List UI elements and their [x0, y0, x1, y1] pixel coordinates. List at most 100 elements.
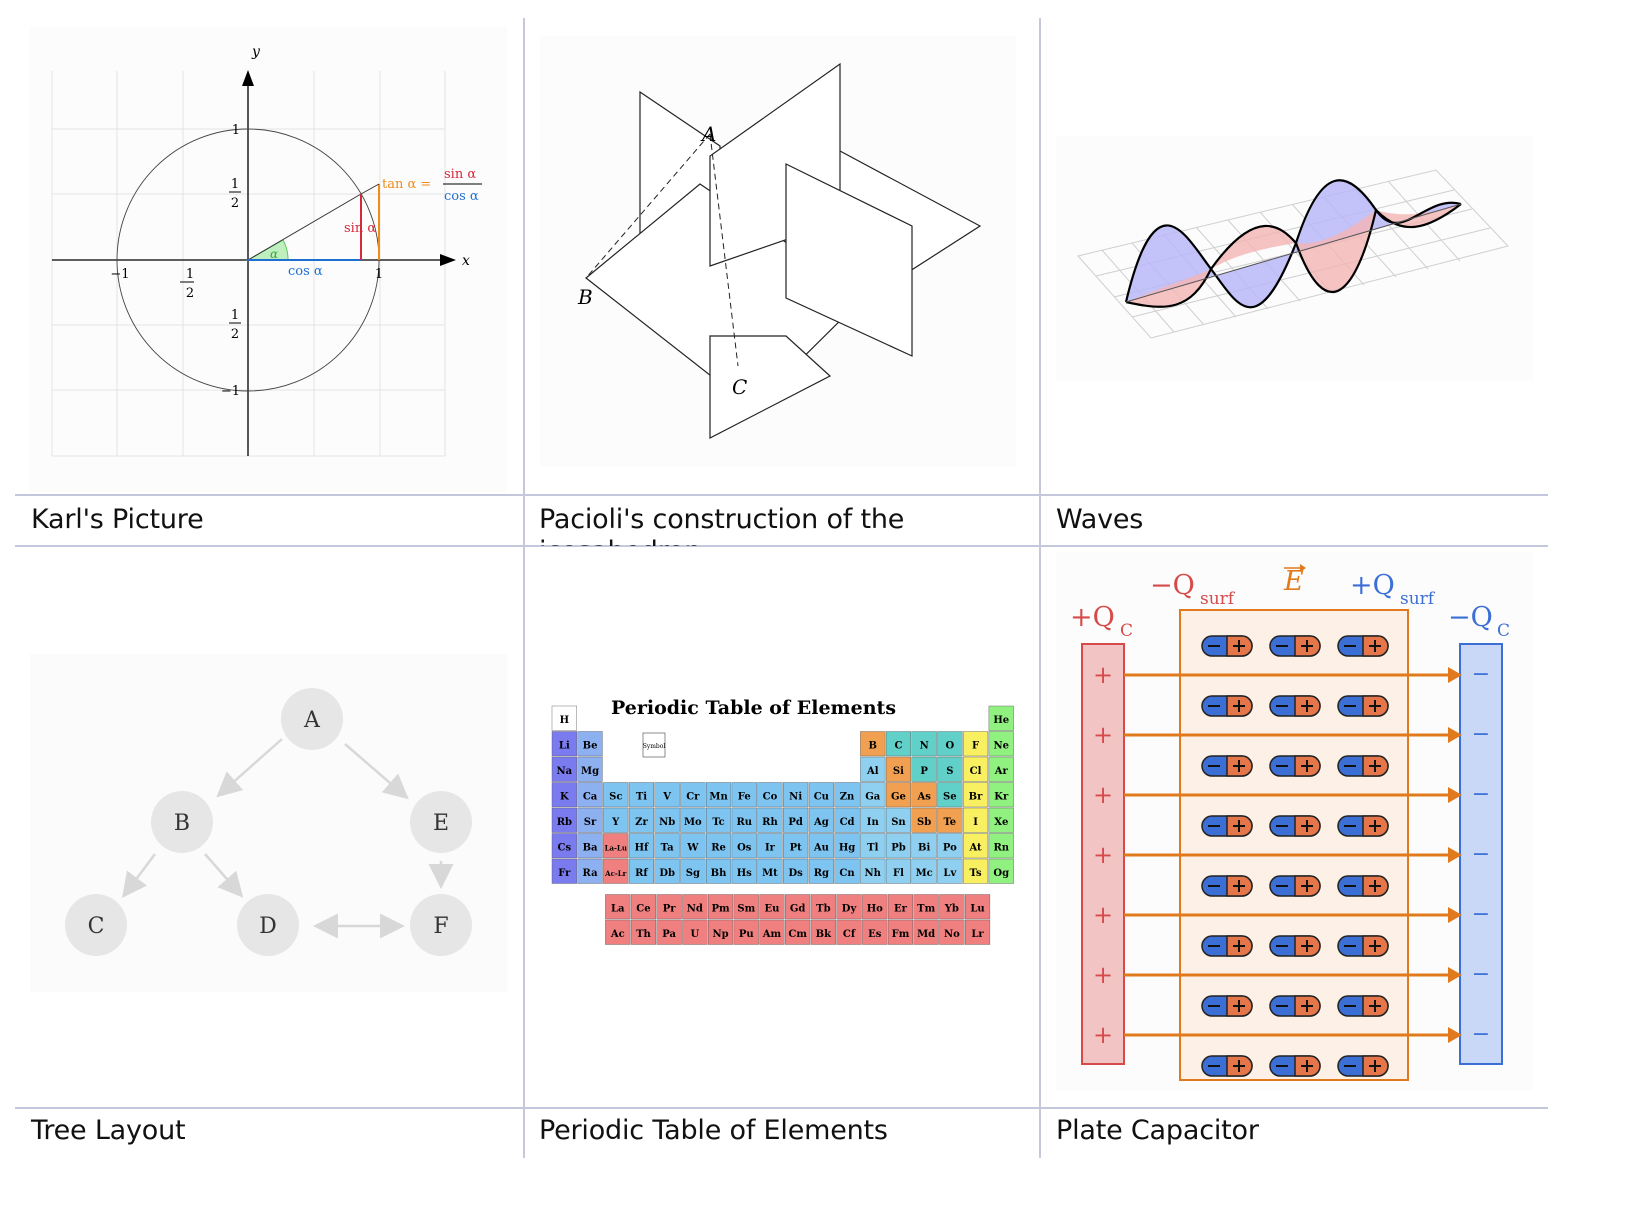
icosahedron-planes-diagram: A B C — [577, 62, 982, 439]
element-cell — [577, 756, 603, 782]
element-cell — [808, 858, 834, 884]
tree-node-label: C — [88, 914, 105, 939]
caption-periodic-table: Periodic Table of Elements — [539, 1115, 888, 1146]
plate-plus-sign: + — [1093, 781, 1113, 809]
element-symbol: Rn — [993, 842, 1009, 853]
element-cell — [603, 782, 629, 808]
gallery-item-periodic-table[interactable]: Periodic Table of Elements H He Li Be B C N O F N… — [525, 547, 1039, 1159]
plate-capacitor-thumbnail[interactable]: + − + − + − + − + − + − + − +Q C −Q surf E +Q surf −Q… — [1056, 552, 1533, 1090]
element-symbol: Al — [866, 766, 879, 777]
karls-picture-thumbnail[interactable]: y x 1 −1 1 −1 1 2 1 2 1 2 α cos α sin α … — [30, 26, 507, 492]
tick-label: 1 — [231, 308, 239, 323]
element-symbol: Md — [917, 929, 935, 940]
element-cell — [603, 833, 629, 859]
plate-minus-sign: − — [1472, 962, 1490, 987]
caption-pacioli: Pacioli's construction of the icosahedro… — [539, 504, 905, 546]
tan-fraction-num: sin α — [444, 167, 476, 182]
element-cell — [603, 807, 629, 833]
field-arrowhead — [1448, 787, 1462, 803]
element-symbol: Ir — [765, 842, 776, 853]
periodic-table-thumbnail[interactable]: Periodic Table of Elements H He Li Be B C N O F N… — [545, 690, 1017, 958]
element-cell — [630, 894, 656, 920]
element-cell — [988, 807, 1014, 833]
gallery-item-pacioli[interactable]: A B C Pacioli's construction of the icos… — [525, 18, 1039, 546]
element-cell — [656, 919, 682, 945]
gallery-item-tree-layout[interactable]: A B E C D F Tree Layout — [15, 547, 523, 1159]
element-cell — [551, 705, 577, 731]
element-cell — [577, 731, 603, 757]
tick-label: 2 — [231, 327, 239, 342]
element-cell — [963, 858, 989, 884]
element-cell — [860, 731, 886, 757]
cos-label: cos α — [288, 264, 323, 279]
element-cell — [705, 833, 732, 859]
element-cell — [939, 919, 965, 945]
periodic-table-graphic: Periodic Table of Elements H He Li Be B C N O F N… — [551, 697, 1014, 945]
tree-graph: A B E C D F — [65, 688, 472, 956]
caption-karls-picture: Karl's Picture — [31, 504, 204, 535]
element-symbol: Sg — [686, 868, 700, 879]
element-symbol: Tm — [917, 903, 935, 914]
element-cell — [911, 731, 937, 757]
unit-circle-diagram: y x 1 −1 1 −1 1 2 1 2 1 2 α cos α sin α … — [51, 44, 482, 457]
element-symbol: Cd — [840, 817, 855, 828]
gallery-item-waves[interactable]: Waves — [1041, 18, 1548, 546]
element-cell — [603, 858, 629, 884]
gallery-item-plate-capacitor[interactable]: + − + − + − + − + − + − + − +Q C −Q surf E +Q surf −Q… — [1041, 547, 1548, 1159]
waves-thumbnail[interactable] — [1056, 136, 1533, 381]
element-symbol: At — [968, 842, 982, 853]
tick-label: 1 — [186, 267, 194, 282]
element-symbol: K — [560, 791, 569, 802]
element-cell — [836, 919, 862, 945]
element-symbol: Og — [993, 868, 1009, 879]
y-axis-label: y — [251, 44, 261, 60]
plate-plus-sign: + — [1093, 661, 1113, 689]
element-symbol: P — [920, 766, 928, 777]
pacioli-thumbnail[interactable]: A B C — [540, 36, 1016, 466]
right-charge-sub: C — [1497, 621, 1510, 641]
surface-pos-label: +Q — [1350, 570, 1395, 601]
element-cell — [862, 919, 888, 945]
tree-node-label: F — [433, 914, 448, 939]
sin-label: sin α — [344, 221, 376, 236]
element-cell — [937, 833, 963, 859]
element-symbol: Ge — [891, 791, 906, 802]
element-cell — [680, 858, 706, 884]
element-symbol: Lv — [943, 868, 957, 879]
element-symbol: Es — [868, 929, 882, 940]
plate-minus-sign: − — [1472, 902, 1490, 927]
element-cell — [963, 833, 989, 859]
element-symbol: H — [560, 715, 569, 726]
element-cell — [963, 731, 989, 757]
tree-layout-thumbnail[interactable]: A B E C D F — [30, 654, 507, 992]
tick-label: 1 — [375, 267, 383, 282]
element-cell — [913, 894, 939, 920]
element-symbol: Ar — [994, 766, 1009, 777]
element-symbol: Ra — [583, 868, 599, 879]
gallery-item-karls-picture[interactable]: y x 1 −1 1 −1 1 2 1 2 1 2 α cos α sin α … — [15, 18, 523, 546]
element-symbol: Mn — [709, 791, 728, 802]
element-symbol: Pm — [711, 903, 730, 914]
element-cell — [885, 807, 912, 833]
element-symbol: Pr — [663, 903, 677, 914]
element-symbol: Ce — [636, 903, 650, 914]
element-cell — [885, 731, 912, 757]
element-symbol: Mc — [916, 868, 933, 879]
element-symbol: Zr — [635, 817, 648, 828]
element-cell — [860, 858, 886, 884]
element-cell — [808, 807, 834, 833]
surface-neg-label: −Q — [1150, 570, 1195, 601]
element-symbol: Hs — [737, 868, 752, 879]
element-symbol: Po — [943, 842, 957, 853]
field-arrowhead — [1448, 1027, 1462, 1043]
element-cell — [656, 894, 682, 920]
element-cell — [705, 782, 732, 808]
element-symbol: Ne — [993, 740, 1009, 751]
caption-plate-capacitor: Plate Capacitor — [1056, 1115, 1259, 1146]
element-cell — [885, 833, 912, 859]
plate-minus-sign: − — [1472, 1022, 1490, 1047]
surface-pos-sub: surf — [1400, 589, 1436, 609]
element-cell — [630, 919, 656, 945]
element-cell — [628, 833, 654, 859]
element-cell — [963, 782, 989, 808]
